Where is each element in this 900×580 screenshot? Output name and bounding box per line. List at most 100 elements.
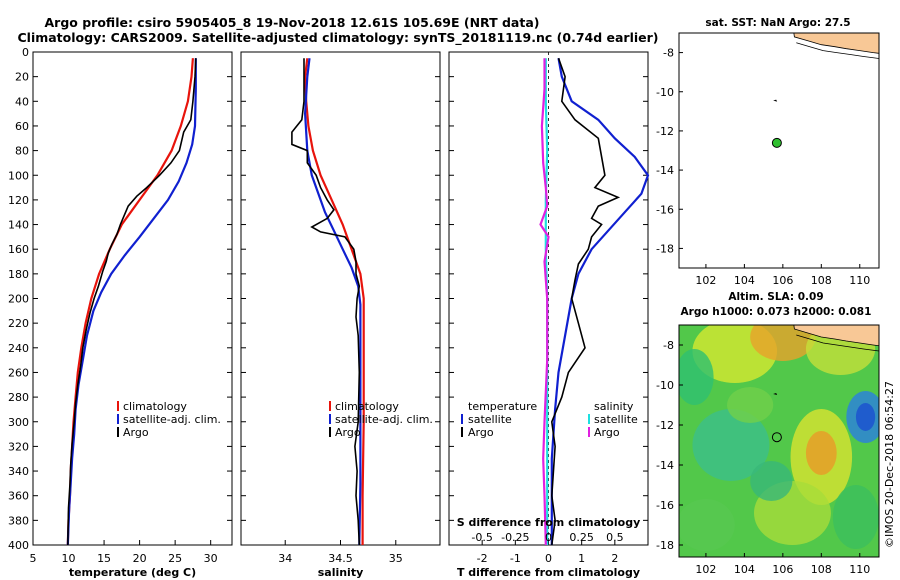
series-line-red (303, 58, 365, 545)
sla-field-blob (832, 485, 879, 549)
x-axis-label: salinity (318, 566, 364, 579)
y-tick-label: 0 (22, 46, 29, 59)
figure-title-line1: Argo profile: csiro 5905405_8 19-Nov-201… (45, 15, 540, 31)
legend-label: Argo (123, 426, 149, 439)
s-axis-label: S difference from climatology (457, 516, 641, 529)
series-line-black (67, 58, 197, 546)
x-tick-label: 30 (204, 552, 218, 565)
y-tick-label: 20 (15, 71, 29, 84)
x-tick-label: 0 (545, 552, 552, 565)
y-tick-label: 100 (8, 169, 29, 182)
x-tick-label: 106 (772, 563, 793, 576)
float-location-marker (771, 137, 782, 148)
coast-contour (796, 334, 879, 352)
series-line-blue (550, 58, 650, 545)
s-tick-label: 0.25 (569, 531, 594, 544)
legend-title-temperature: temperature (468, 400, 537, 413)
x-axis-label: temperature (deg C) (69, 566, 196, 579)
x-tick-label: -1 (510, 552, 521, 565)
x-axis-label: T difference from climatology (457, 566, 640, 579)
s-tick-label: -0.25 (501, 531, 529, 544)
y-tick-label: 340 (8, 465, 29, 478)
y-tick-label: 380 (8, 514, 29, 527)
sla-map: 102 104 106 108 110 -8 -10 -12 -14 -16 -18 (656, 324, 880, 576)
christmas-island-marker (773, 99, 778, 102)
map-content (679, 33, 879, 268)
sla-field-blob (692, 409, 770, 481)
sla-field-blob (855, 403, 876, 431)
x-tick-label: 34.5 (328, 552, 353, 565)
sla-map-title-line2: Argo h1000: 0.073 h2000: 0.081 (681, 306, 872, 318)
y-tick-label: -10 (656, 379, 674, 392)
map-frame (678, 324, 880, 558)
y-tick-label: 400 (8, 539, 29, 552)
y-tick-label: 80 (15, 145, 29, 158)
sla-field-blob (679, 349, 714, 405)
series-line-blue (66, 58, 197, 546)
y-tick-label: 280 (8, 391, 29, 404)
y-tick-label: -8 (663, 47, 674, 60)
sla-field-blob (750, 461, 793, 501)
legend-label: climatology (123, 400, 187, 413)
y-tick-label: -16 (656, 203, 674, 216)
sla-field-blob (750, 325, 816, 361)
x-tick-label: -2 (477, 552, 488, 565)
legend-label: Argo (335, 426, 361, 439)
x-tick-label: 102 (695, 274, 716, 287)
legend-title-salinity: salinity (594, 400, 634, 413)
map-content (679, 325, 879, 557)
map-background (679, 33, 879, 268)
series-line-black (291, 58, 361, 546)
s-tick-label: 0 (545, 531, 552, 544)
x-tick-label: 102 (695, 563, 716, 576)
y-tick-label: 160 (8, 243, 29, 256)
legend-label: satellite (468, 413, 512, 426)
s-tick-label: 0.5 (606, 531, 624, 544)
series-line-blue (303, 58, 362, 546)
coast-contour (796, 42, 879, 59)
salinity-panel: 34 34.5 35 salinity climatologysatellite-adj… (240, 51, 441, 579)
christmas-island-marker (773, 393, 778, 395)
y-tick-label: 180 (8, 268, 29, 281)
x-tick-label: 104 (734, 274, 755, 287)
y-tick-label: -18 (656, 539, 674, 552)
legend-label: Argo (594, 426, 620, 439)
sla-map-title-line1: Altim. SLA: 0.09 (728, 291, 823, 303)
x-tick-label: 110 (849, 274, 870, 287)
y-tick-label: 300 (8, 416, 29, 429)
y-tick-label: 120 (8, 194, 29, 207)
sst-map-title: sat. SST: NaN Argo: 27.5 (705, 17, 850, 29)
series-line-black (550, 57, 621, 546)
land-java (793, 325, 879, 347)
difference-panel: -2 -1 0 1 2T difference from climatology -0.5… (448, 51, 650, 579)
figure-title-line2: Climatology: CARS2009. Satellite-adjuste… (17, 30, 658, 46)
plot-frame (32, 51, 233, 546)
float-location-marker (771, 432, 782, 443)
sst-map: 102 104 106 108 110 -8 -10 -12 -14 -16 -18 (656, 32, 880, 287)
map-frame (678, 32, 880, 269)
x-tick-label: 108 (811, 274, 832, 287)
plot-frame (240, 51, 441, 546)
sla-field-blob (805, 431, 837, 475)
x-tick-label: 5 (30, 552, 37, 565)
x-tick-label: 35 (389, 552, 403, 565)
y-tick-label: 260 (8, 366, 29, 379)
s-tick-label: -0.5 (471, 531, 492, 544)
x-tick-label: 110 (849, 563, 870, 576)
x-tick-label: 106 (772, 274, 793, 287)
y-tick-label: 240 (8, 342, 29, 355)
series-line-magenta (539, 58, 550, 546)
y-tick-label: -12 (656, 419, 674, 432)
legend-label: climatology (335, 400, 399, 413)
y-tick-label: 360 (8, 490, 29, 503)
legend-label: Argo (468, 426, 494, 439)
y-tick-label: 60 (15, 120, 29, 133)
y-tick-label: -12 (656, 125, 674, 138)
y-tick-label: 220 (8, 317, 29, 330)
x-tick-label: 25 (168, 552, 182, 565)
y-tick-label: 320 (8, 440, 29, 453)
y-tick-label: -8 (663, 339, 674, 352)
legend-label: satellite (594, 413, 638, 426)
y-tick-label: -14 (656, 164, 674, 177)
